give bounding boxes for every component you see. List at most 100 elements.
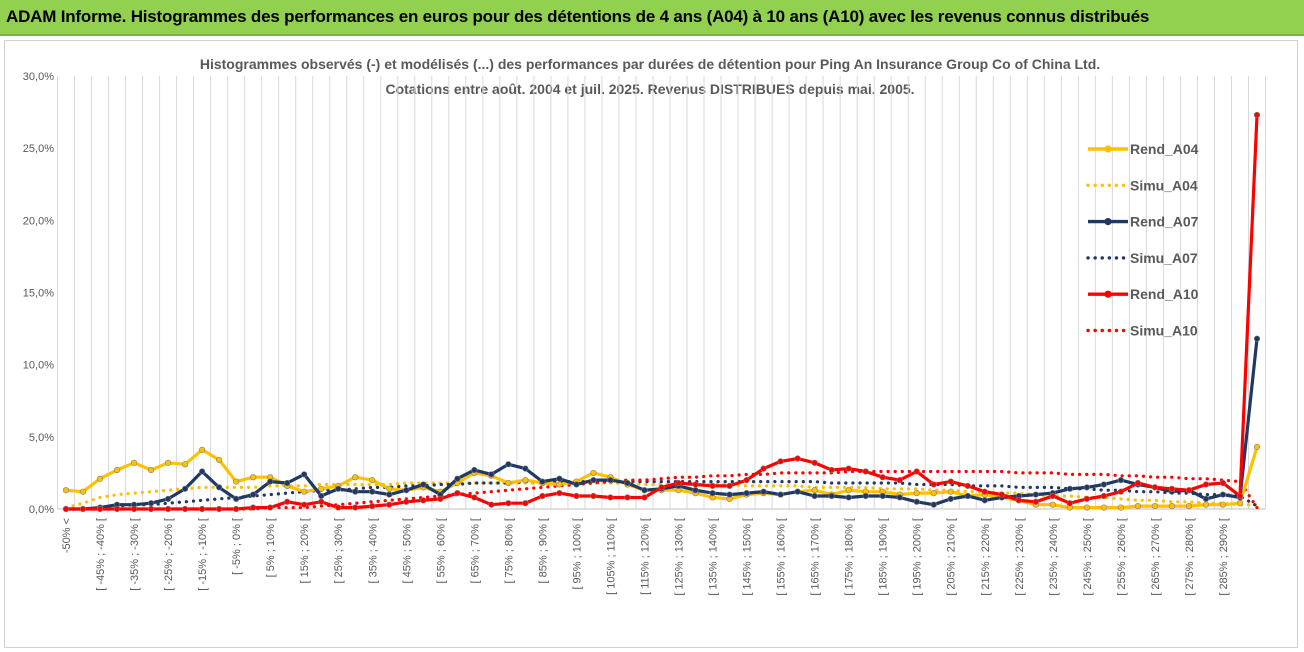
- data-point-rend-a04: [1100, 504, 1107, 511]
- data-point-rend-a04: [386, 485, 393, 492]
- data-point-rend-a10: [318, 498, 325, 505]
- data-point-rend-a04: [216, 456, 223, 464]
- chart-frame: [4, 40, 1298, 648]
- data-point-rend-a07: [1253, 335, 1261, 342]
- legend-label-rend-a10: Rend_A10: [1130, 286, 1199, 302]
- data-point-rend-a07: [811, 492, 818, 500]
- data-point-rend-a07: [147, 500, 155, 507]
- x-tick-label: [ 55% ; 60% [: [435, 518, 447, 583]
- x-tick-label: [ 195% ; 200% [: [912, 518, 924, 596]
- x-tick-label: [ -5% ; 0% [: [231, 518, 243, 575]
- data-point-rend-a07: [828, 492, 835, 500]
- data-point-rend-a07: [624, 479, 631, 487]
- y-tick-label: 15,0%: [23, 288, 54, 300]
- data-point-rend-a10: [284, 498, 291, 505]
- y-tick-label: 0,0%: [29, 504, 54, 516]
- data-point-rend-a10: [505, 500, 512, 507]
- x-tick-label: [ 245% ; 250% [: [1082, 518, 1094, 596]
- data-point-rend-a07: [386, 491, 393, 498]
- data-point-rend-a07: [318, 492, 325, 500]
- x-tick-label: [ 205% ; 210% [: [946, 518, 958, 596]
- data-point-rend-a10: [624, 494, 631, 501]
- x-tick-label: [ 115% ; 120% [: [639, 518, 651, 595]
- data-point-rend-a10: [437, 495, 444, 502]
- data-point-rend-a10: [216, 505, 223, 513]
- series-line-simu-a07: [64, 480, 1259, 511]
- data-point-rend-a04: [79, 488, 87, 495]
- data-point-rend-a07: [947, 495, 954, 502]
- data-point-rend-a07: [726, 491, 733, 498]
- y-tick-label: 10,0%: [23, 360, 54, 372]
- data-point-rend-a04: [233, 478, 240, 485]
- x-tick-label: [ 105% ; 110% [: [605, 518, 617, 595]
- data-point-rend-a07: [692, 487, 699, 494]
- x-tick-label: [ 255% ; 260% [: [1116, 518, 1128, 596]
- data-point-rend-a07: [216, 484, 223, 491]
- data-point-rend-a10: [913, 468, 920, 475]
- data-point-rend-a10: [1202, 481, 1210, 488]
- data-point-rend-a10: [369, 503, 376, 510]
- data-point-rend-a07: [879, 492, 886, 500]
- data-point-rend-a10: [1100, 492, 1107, 500]
- data-point-rend-a10: [556, 490, 563, 497]
- x-tick-label: [ 45% ; 50% [: [401, 518, 413, 583]
- data-point-rend-a04: [1219, 501, 1227, 508]
- data-point-rend-a10: [471, 494, 478, 501]
- data-point-rend-a04: [1253, 443, 1261, 451]
- data-point-rend-a10: [164, 505, 172, 513]
- data-point-rend-a04: [845, 487, 852, 494]
- data-point-rend-a10: [233, 505, 240, 513]
- data-point-rend-a04: [913, 490, 920, 497]
- x-tick-label: [ 75% ; 80% [: [503, 518, 515, 583]
- data-point-rend-a07: [964, 492, 971, 500]
- data-point-rend-a07: [641, 487, 648, 494]
- data-point-rend-a10: [743, 477, 750, 484]
- data-point-rend-a04: [1151, 503, 1159, 510]
- y-tick-label: 20,0%: [23, 215, 54, 227]
- data-point-rend-a04: [96, 475, 104, 482]
- data-point-rend-a10: [1015, 497, 1022, 504]
- data-point-rend-a07: [1032, 491, 1039, 498]
- data-point-rend-a10: [947, 478, 954, 485]
- data-point-rend-a04: [505, 479, 512, 487]
- data-point-rend-a10: [352, 504, 359, 511]
- data-point-rend-a10: [896, 477, 903, 484]
- data-point-rend-a07: [862, 492, 869, 500]
- data-point-rend-a10: [879, 474, 886, 481]
- data-point-rend-a10: [488, 501, 495, 508]
- data-point-rend-a10: [862, 468, 869, 475]
- data-point-rend-a10: [420, 497, 427, 504]
- data-point-rend-a07: [913, 498, 920, 505]
- legend-label-simu-a04: Simu_A04: [1130, 177, 1198, 193]
- data-point-rend-a07: [1066, 485, 1073, 492]
- data-point-rend-a04: [199, 446, 206, 453]
- data-point-rend-a10: [113, 505, 121, 513]
- data-point-rend-a04: [1168, 503, 1176, 510]
- data-point-rend-a04: [113, 466, 121, 474]
- data-point-rend-a10: [182, 505, 189, 513]
- legend-marker-rend-a04: [1104, 145, 1112, 153]
- report-title: ADAM Informe. Histogrammes des performan…: [6, 7, 1150, 26]
- data-point-rend-a07: [182, 485, 189, 492]
- data-point-rend-a07: [420, 481, 427, 488]
- data-point-rend-a04: [930, 490, 937, 497]
- x-tick-label: [ 35% ; 40% [: [367, 518, 379, 583]
- data-point-rend-a04: [147, 466, 155, 474]
- x-tick-label: [ 235% ; 240% [: [1048, 518, 1060, 596]
- data-point-rend-a07: [267, 478, 274, 485]
- legend-label-rend-a04: Rend_A04: [1130, 141, 1199, 157]
- data-point-rend-a10: [522, 500, 529, 507]
- data-point-rend-a07: [743, 490, 750, 497]
- x-tick-label: [ 175% ; 180% [: [844, 518, 856, 596]
- x-tick-label: [ 125% ; 130% [: [674, 518, 686, 596]
- chart-title-line-1: Histogrammes observés (-) et modélisés (…: [200, 56, 1100, 72]
- data-point-rend-a10: [1032, 498, 1039, 505]
- data-point-rend-a10: [845, 465, 852, 472]
- data-point-rend-a10: [675, 479, 682, 487]
- data-point-rend-a07: [1100, 481, 1107, 488]
- x-tick-label: [ 285% ; 290% [: [1218, 518, 1230, 596]
- data-point-rend-a07: [352, 488, 359, 495]
- data-point-rend-a04: [164, 459, 172, 466]
- legend-marker-rend-a07: [1104, 218, 1112, 226]
